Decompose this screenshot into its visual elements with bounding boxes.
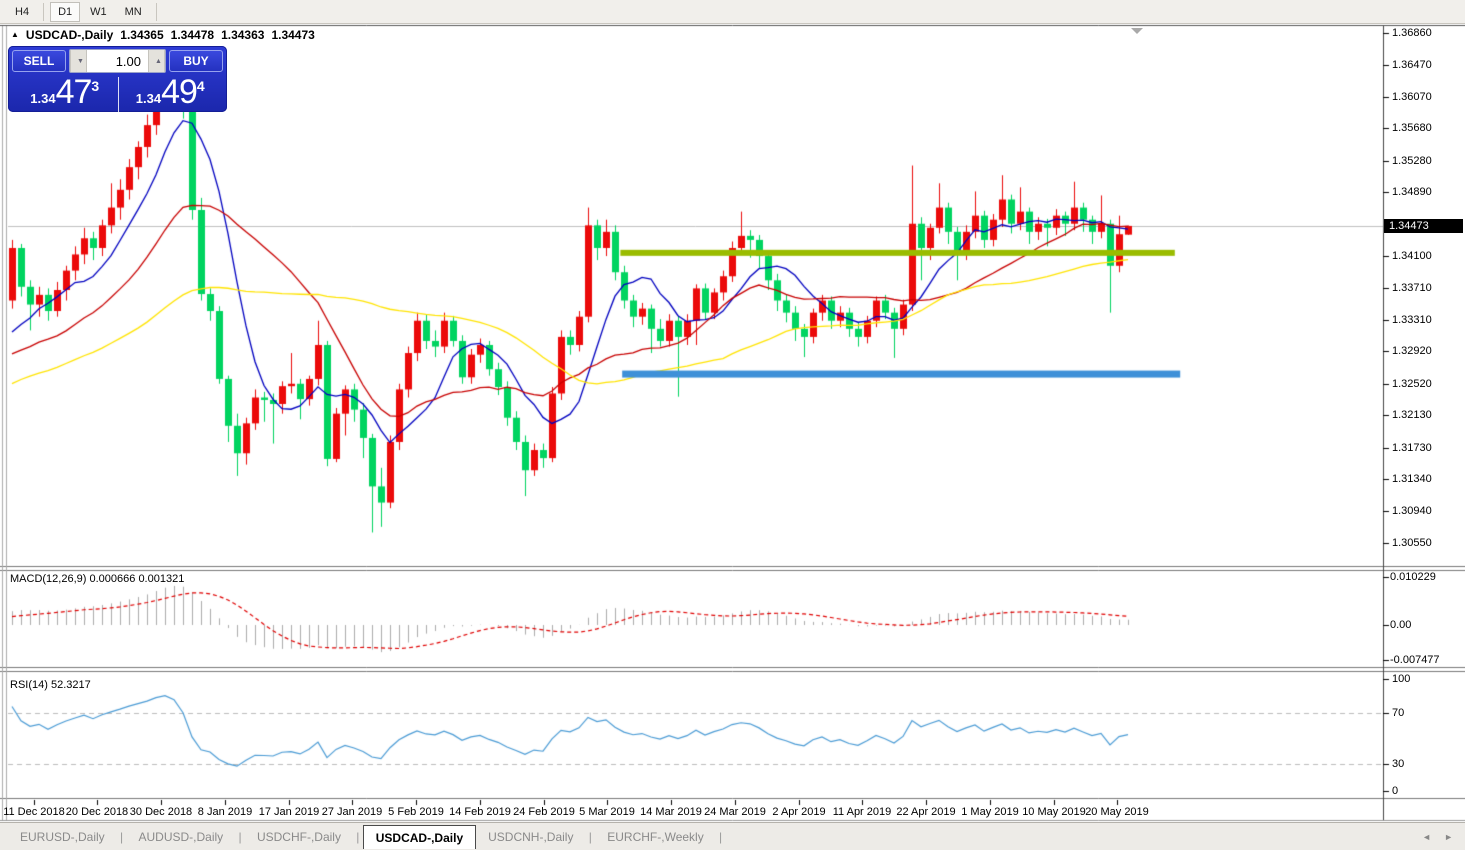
toolbar-separator [43, 2, 45, 21]
rsi-label: RSI(14) 52.3217 [10, 679, 91, 691]
tab-scroll-right-icon[interactable]: ► [1444, 832, 1453, 842]
tab-divider: | [585, 830, 596, 844]
timeframe-button-d1[interactable]: D1 [50, 1, 81, 22]
tab-divider: | [715, 830, 726, 844]
timeframe-button-h4[interactable]: H4 [7, 2, 37, 22]
chart-tab-usdchf[interactable]: USDCHF-,Daily [256, 830, 341, 844]
chart-tab-usdcad[interactable]: USDCAD-,Daily [362, 825, 477, 849]
chart-tab-usdcnh[interactable]: USDCNH-,Daily [488, 830, 574, 844]
chart-tab-eurusd[interactable]: EURUSD-,Daily [20, 830, 105, 844]
buy-button[interactable]: BUY [169, 50, 223, 72]
chart-symbol-period: USDCAD-,Daily [25, 28, 114, 42]
tab-divider: | [116, 830, 127, 844]
ohlc-open: 1.34365 [120, 28, 164, 42]
volume-stepper: ▼ ▲ [69, 49, 166, 73]
tab-divider: | [235, 830, 245, 844]
tab-scroll-left-icon[interactable]: ◄ [1422, 832, 1431, 842]
one-click-trading-panel: SELL ▼ ▲ BUY 1.34473 1.34494 [8, 46, 227, 113]
chart-tab-bar: EURUSD-,Daily | AUDUSD-,Daily | USDCHF-,… [0, 822, 1465, 850]
volume-increase-button[interactable]: ▲ [148, 50, 165, 72]
chart-tab-audusd[interactable]: AUDUSD-,Daily [138, 830, 224, 844]
volume-decrease-button[interactable]: ▼ [70, 50, 87, 72]
macd-label: MACD(12,26,9) 0.000666 0.001321 [10, 573, 185, 585]
tab-divider: | [352, 830, 363, 844]
ohlc-high: 1.34478 [170, 28, 215, 42]
chart-tab-eurchf[interactable]: EURCHF-,Weekly [607, 830, 704, 844]
buy-price[interactable]: 1.34494 [135, 73, 205, 111]
chart-shift-marker-icon[interactable] [1131, 28, 1143, 34]
toolbar-separator [155, 2, 157, 21]
panel-collapse-icon[interactable]: ▲ [11, 30, 19, 39]
price-divider [117, 77, 119, 113]
timeframe-toolbar: H4 D1 W1 MN [0, 0, 1465, 24]
rsi-value: 52.3217 [50, 679, 91, 691]
macd-signal-value: 0.001321 [138, 573, 185, 585]
chart-title: ▲ USDCAD-,Daily 1.34365 1.34478 1.34363 … [11, 28, 315, 42]
volume-input[interactable] [87, 50, 148, 72]
macd-main-value: 0.000666 [89, 573, 136, 585]
chart-canvas[interactable] [0, 0, 1465, 822]
timeframe-button-mn[interactable]: MN [117, 2, 150, 22]
timeframe-button-w1[interactable]: W1 [82, 2, 115, 22]
ohlc-low: 1.34363 [221, 28, 265, 42]
ohlc-close: 1.34473 [271, 28, 315, 42]
sell-button[interactable]: SELL [12, 50, 66, 72]
sell-price[interactable]: 1.34473 [30, 73, 100, 111]
